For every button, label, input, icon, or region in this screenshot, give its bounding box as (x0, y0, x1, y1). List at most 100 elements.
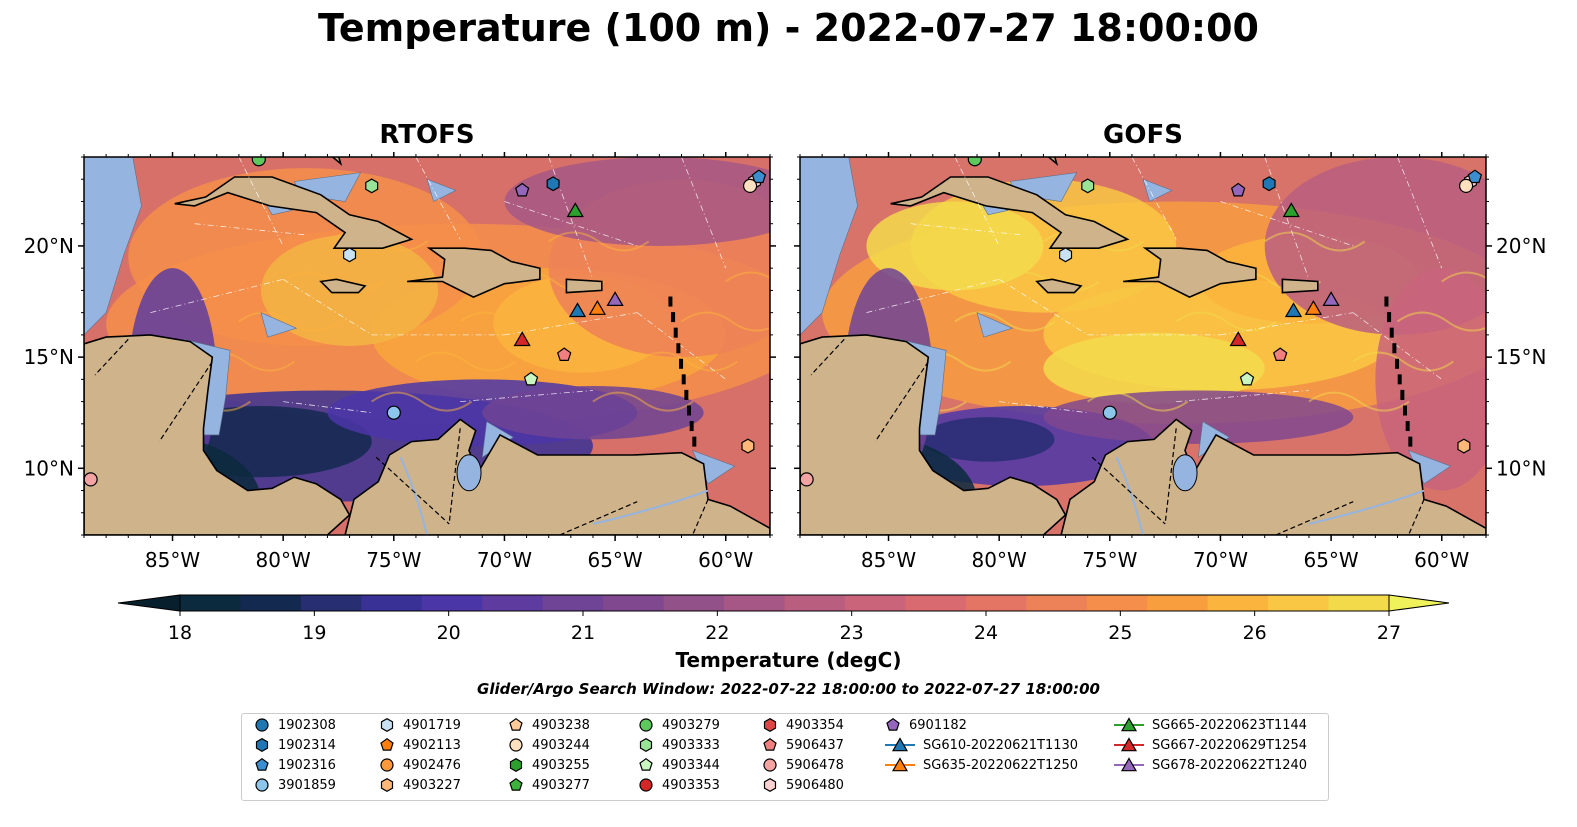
legend-marker-icon (509, 777, 523, 791)
glider-marker-SG667-20220629T1254 (1229, 331, 1247, 347)
legend-pentagon-icon (509, 777, 523, 791)
colorbar-segment (421, 595, 483, 611)
obs-marker-4903227 (741, 438, 755, 454)
legend-label: 1902308 (278, 717, 336, 733)
colorbar-tick-label: 22 (705, 622, 729, 643)
legend-label: 4903227 (403, 777, 461, 793)
legend-label: 3901859 (278, 777, 336, 793)
obs-marker-1902314 (1262, 176, 1276, 192)
legend-circle-icon (380, 758, 394, 772)
legend-marker-icon (886, 717, 900, 731)
legend-item-5906478: 5906478 (762, 755, 844, 775)
legend-triangle-icon (1120, 717, 1138, 732)
land-jamaica (1035, 278, 1083, 294)
obs-marker-6901182 (514, 182, 530, 197)
legend-marker-icon (380, 718, 394, 732)
glider-marker-SG665-20220623T1144 (1282, 202, 1300, 218)
legend-label: SG635-20220622T1250 (923, 757, 1079, 773)
glider-marker-SG610-20220621T1130 (1284, 302, 1303, 318)
legend-marker-icon (1114, 717, 1144, 732)
colorbar-segment (1328, 595, 1390, 611)
legend: 1902308 1902314 1902316 3901859 4901719 49021… (241, 713, 1329, 801)
colorbar-under-arrow (117, 594, 181, 612)
land-puertoRico (565, 278, 603, 294)
colorbar-segment (603, 595, 665, 611)
legend-marker-icon (380, 778, 394, 792)
legend-item-4902113: 4902113 (379, 735, 461, 755)
colorbar-segment (240, 595, 302, 611)
glider-marker-SG667-20220629T1254 (513, 331, 531, 347)
shelf-area (976, 312, 1014, 338)
obs-marker-5906478 (84, 472, 98, 487)
legend-marker-icon (509, 738, 523, 752)
legend-item-4903279: 4903279 (638, 715, 720, 735)
legend-label: 5906478 (786, 757, 844, 773)
obs-marker-4903344 (523, 371, 539, 386)
lon-tick-label: 60°W (698, 548, 753, 572)
legend-hexagon-icon (763, 718, 777, 732)
gofs-map: 85°W 80°W 75°W 70°W 65°W 60°W 10°N 15°N 20°N (794, 139, 1546, 572)
obs-marker-5906437 (1272, 347, 1288, 361)
legend-marker-icon (763, 758, 777, 772)
legend-label: 4902476 (403, 757, 461, 773)
colorbar-segment (905, 595, 967, 611)
obs-marker-5906478 (800, 472, 814, 487)
legend-item-4903344: 4903344 (638, 755, 720, 775)
lat-tick-label: 20°N (1496, 234, 1546, 258)
obs-marker-1902314 (546, 176, 560, 192)
legend-label: SG667-20220629T1254 (1152, 737, 1308, 753)
obs-marker-3901859 (386, 405, 401, 420)
legend-item-3901859: 3901859 (254, 775, 336, 795)
colorbar-segment (784, 595, 846, 611)
legend-item-1902316: 1902316 (254, 755, 336, 775)
glider-marker-SG678-20220622T1240 (606, 291, 624, 306)
obs-marker-4903227 (1457, 438, 1471, 454)
obs-marker-1902308 (926, 139, 939, 152)
legend-circle-icon (509, 738, 523, 752)
legend-pentagon-icon (509, 717, 523, 731)
legend-marker-icon (639, 718, 653, 732)
legend-marker-icon (763, 718, 777, 732)
shelf-area (800, 157, 858, 336)
legend-label: 4903354 (786, 717, 844, 733)
legend-hexagon-icon (639, 738, 653, 752)
obs-marker-4901719 (343, 247, 357, 263)
search-window-text: Glider/Argo Search Window: 2022-07-22 18… (477, 680, 1100, 698)
legend-label: 6901182 (909, 717, 967, 733)
obs-marker-1902316 (751, 169, 767, 184)
legend-label: 4903353 (662, 777, 720, 793)
legend-item-4903238: 4903238 (508, 715, 590, 735)
colorbar-segment (361, 595, 423, 611)
obs-marker-4901719 (1058, 247, 1073, 263)
lat-tick-label: 15°N (24, 345, 74, 369)
land-hispaniola (1123, 247, 1257, 298)
legend-item-6901182: 6901182 (885, 715, 967, 735)
legend-label: SG665-20220623T1144 (1152, 717, 1308, 733)
legend-label: 1902314 (278, 737, 336, 753)
obs-marker-4903244 (742, 178, 758, 194)
land-bahamas (1047, 157, 1059, 166)
legend-marker-icon (1114, 737, 1144, 752)
colorbar-segment (300, 595, 362, 611)
legend-marker-icon (255, 757, 269, 771)
legend-item-SG610-20220621T1130: SG610-20220621T1130 (885, 735, 1078, 755)
legend-pentagon-icon (886, 717, 900, 731)
lon-tick-label: 70°W (477, 548, 532, 572)
land-cuba (890, 176, 1130, 249)
legend-marker-icon (380, 737, 394, 751)
colorbar-segment (1268, 595, 1330, 611)
legend-marker-icon (380, 758, 394, 772)
obs-marker-4903244 (1458, 178, 1474, 194)
legend-pentagon-icon (763, 737, 777, 751)
legend-label: SG678-20220622T1240 (1152, 757, 1308, 773)
legend-item-SG665-20220623T1144: SG665-20220623T1144 (1114, 715, 1307, 735)
colorbar-segment (482, 595, 544, 611)
legend-item-1902308: 1902308 (254, 715, 336, 735)
legend-item-4902476: 4902476 (379, 755, 461, 775)
land-cuba (174, 176, 414, 249)
map-frame (83, 156, 771, 536)
colorbar-segment (1026, 595, 1088, 611)
lon-tick-label: 65°W (1303, 548, 1358, 572)
legend-item-4903354: 4903354 (762, 715, 844, 735)
legend-label: 4903279 (662, 717, 720, 733)
